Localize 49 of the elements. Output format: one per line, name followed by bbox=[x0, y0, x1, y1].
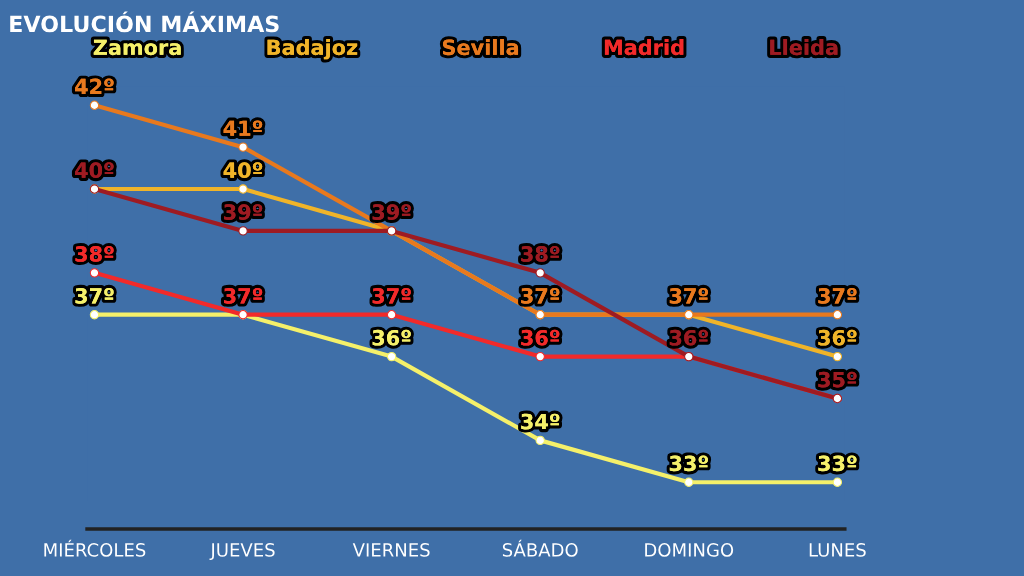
data-label: 39º bbox=[372, 204, 411, 220]
point bbox=[684, 477, 694, 487]
data-label: 33º bbox=[669, 455, 708, 472]
text: Zamora bbox=[93, 39, 181, 56]
data-label: 40º bbox=[75, 162, 114, 179]
data-label: 33º bbox=[818, 455, 857, 472]
point bbox=[238, 142, 248, 152]
point bbox=[386, 351, 397, 362]
point bbox=[535, 268, 545, 278]
data-label: 37º bbox=[372, 287, 411, 304]
point bbox=[832, 351, 843, 362]
point bbox=[89, 268, 100, 278]
data-label: 42º bbox=[75, 78, 114, 94]
data-label: 37º bbox=[224, 287, 263, 304]
text: Lleida bbox=[770, 39, 838, 56]
data-label: 37º bbox=[75, 287, 114, 304]
text: Badajoz bbox=[267, 39, 358, 60]
text: Madrid bbox=[604, 39, 684, 56]
data-label: 36º bbox=[372, 329, 411, 346]
data-label: 37º bbox=[521, 287, 560, 304]
data-label: 39º bbox=[224, 204, 263, 220]
data-label: 38º bbox=[521, 246, 560, 262]
point bbox=[832, 310, 843, 320]
x-tick-label: SÁBADO bbox=[502, 539, 578, 557]
data-label: 35º bbox=[818, 371, 857, 388]
data-label: 36º bbox=[521, 329, 560, 346]
data-label: 34º bbox=[521, 413, 560, 430]
x-tick-label: DOMINGO bbox=[645, 543, 734, 557]
data-label: 36º bbox=[818, 329, 857, 346]
point bbox=[832, 477, 843, 487]
point bbox=[535, 435, 545, 446]
text: Sevilla bbox=[442, 39, 519, 56]
point bbox=[89, 100, 100, 110]
data-label: 36º bbox=[669, 329, 708, 346]
point bbox=[386, 310, 397, 320]
point bbox=[238, 184, 248, 194]
point bbox=[89, 310, 100, 320]
data-label: 37º bbox=[818, 287, 857, 304]
point bbox=[238, 226, 248, 236]
x-tick-label: LUNES bbox=[809, 543, 866, 557]
data-label: 41º bbox=[223, 120, 263, 136]
x-tick-label: JUEVES bbox=[209, 543, 275, 561]
data-label: 40º bbox=[223, 162, 263, 179]
data-label: 38º bbox=[75, 246, 114, 262]
point bbox=[535, 351, 545, 362]
data-label: 37º bbox=[669, 287, 708, 304]
x-tick-label: MIÉRCOLES bbox=[44, 539, 146, 557]
chart-title: EVOLUCIÓN MÁXIMAS bbox=[10, 11, 279, 33]
x-tick-label: VIERNES bbox=[352, 543, 430, 557]
